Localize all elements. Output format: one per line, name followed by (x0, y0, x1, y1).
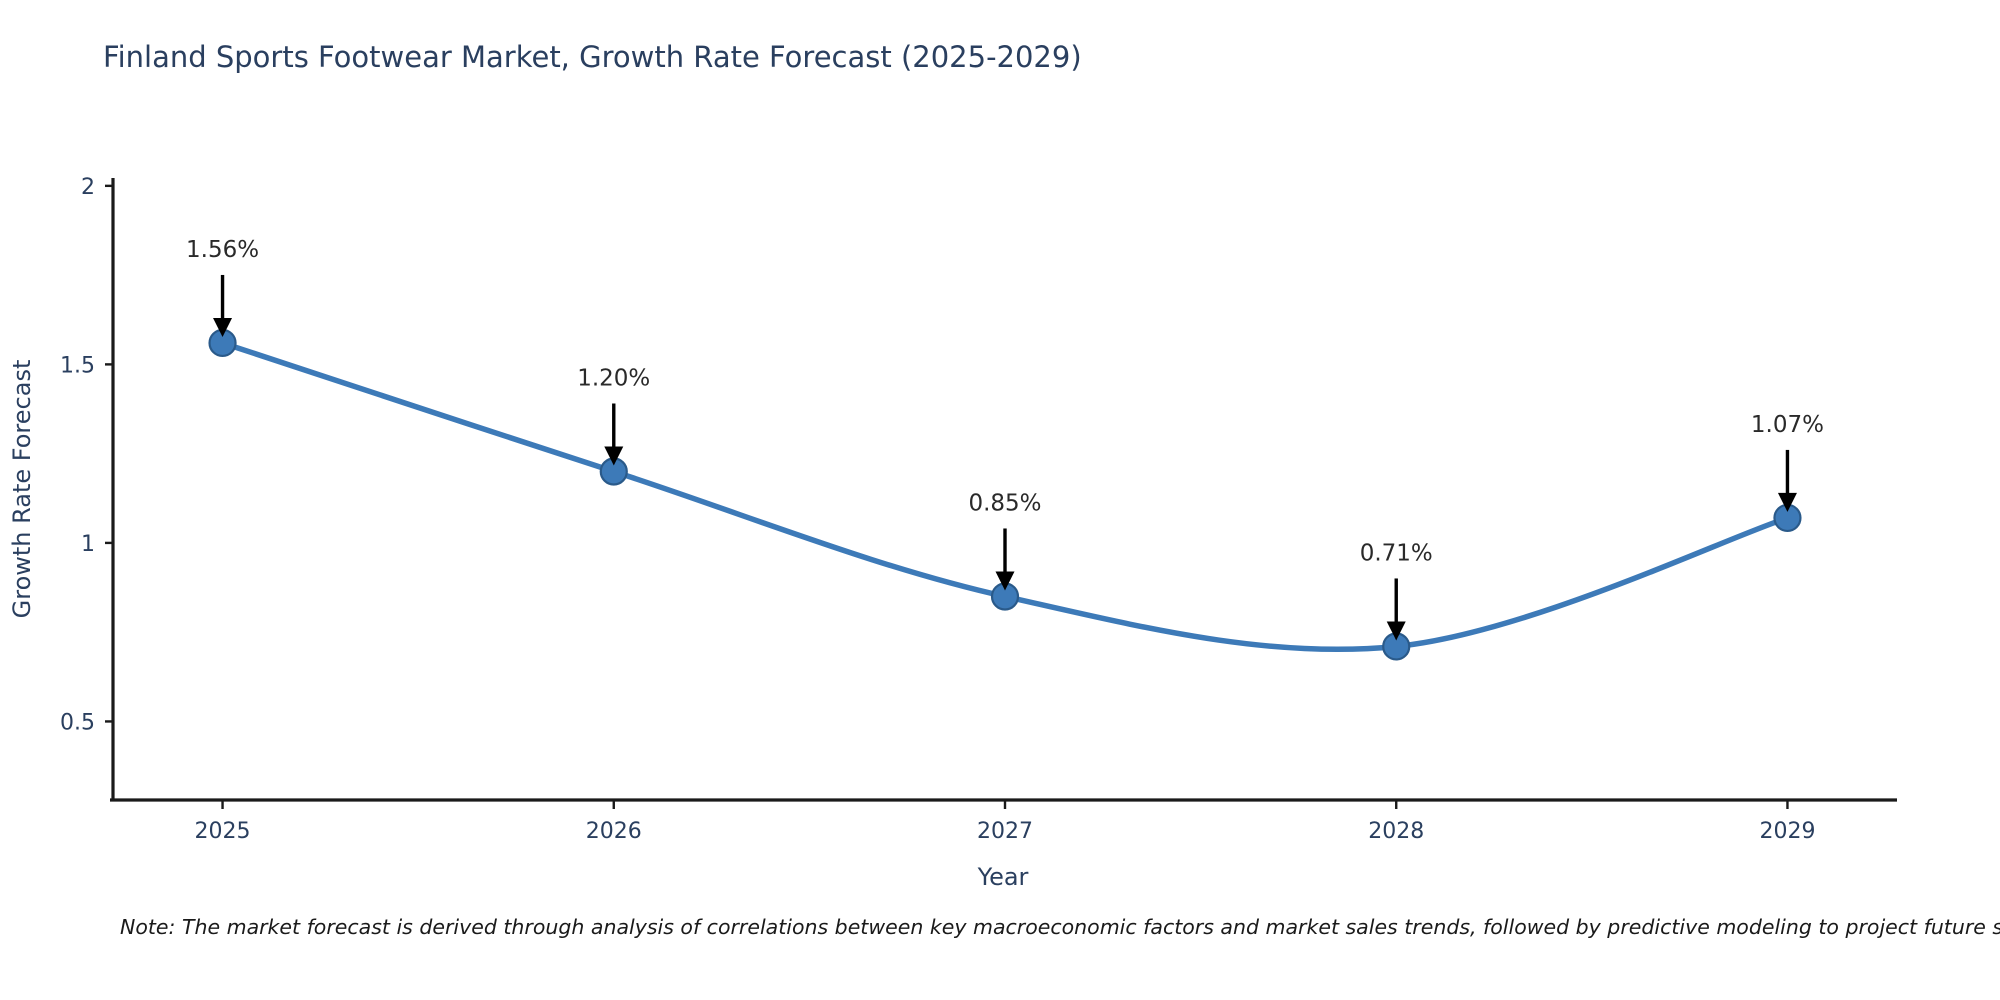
x-axis-title: Year (977, 863, 1029, 891)
annotation-arrow-head (995, 571, 1015, 591)
x-tick-label: 2029 (1759, 819, 1815, 844)
x-axis-ticks: 2025 2026 2027 2028 2029 (195, 800, 1815, 844)
footer-note: Note: The market forecast is derived thr… (120, 915, 2000, 939)
x-tick-label: 2027 (977, 819, 1033, 844)
y-tick-label: 2 (81, 175, 95, 200)
y-tick-label: 1 (81, 532, 95, 557)
annotation-arrow-head (213, 317, 233, 337)
annotation-value-label: 1.56% (186, 237, 259, 263)
annotation-value-label: 0.85% (968, 490, 1041, 516)
y-tick-label: 0.5 (60, 710, 95, 735)
annotation-arrow-head (1386, 621, 1406, 641)
x-tick-label: 2025 (195, 819, 251, 844)
y-axis-title: Growth Rate Forecast (8, 360, 36, 619)
annotation-value-label: 0.71% (1360, 540, 1433, 566)
y-tick-label: 1.5 (60, 353, 95, 378)
annotation-arrow-head (1777, 492, 1797, 512)
point-annotations: 1.56% 1.20% 0.85% 0.71% 1.07% (186, 237, 1824, 641)
annotation-value-label: 1.07% (1751, 412, 1824, 438)
annotation-value-label: 1.20% (577, 366, 650, 392)
chart-title: Finland Sports Footwear Market, Growth R… (103, 40, 1082, 74)
x-tick-label: 2028 (1368, 819, 1424, 844)
x-tick-label: 2026 (586, 819, 642, 844)
y-axis-ticks: 0.5 1 1.5 2 (60, 175, 113, 735)
annotation-arrow-head (604, 446, 624, 466)
